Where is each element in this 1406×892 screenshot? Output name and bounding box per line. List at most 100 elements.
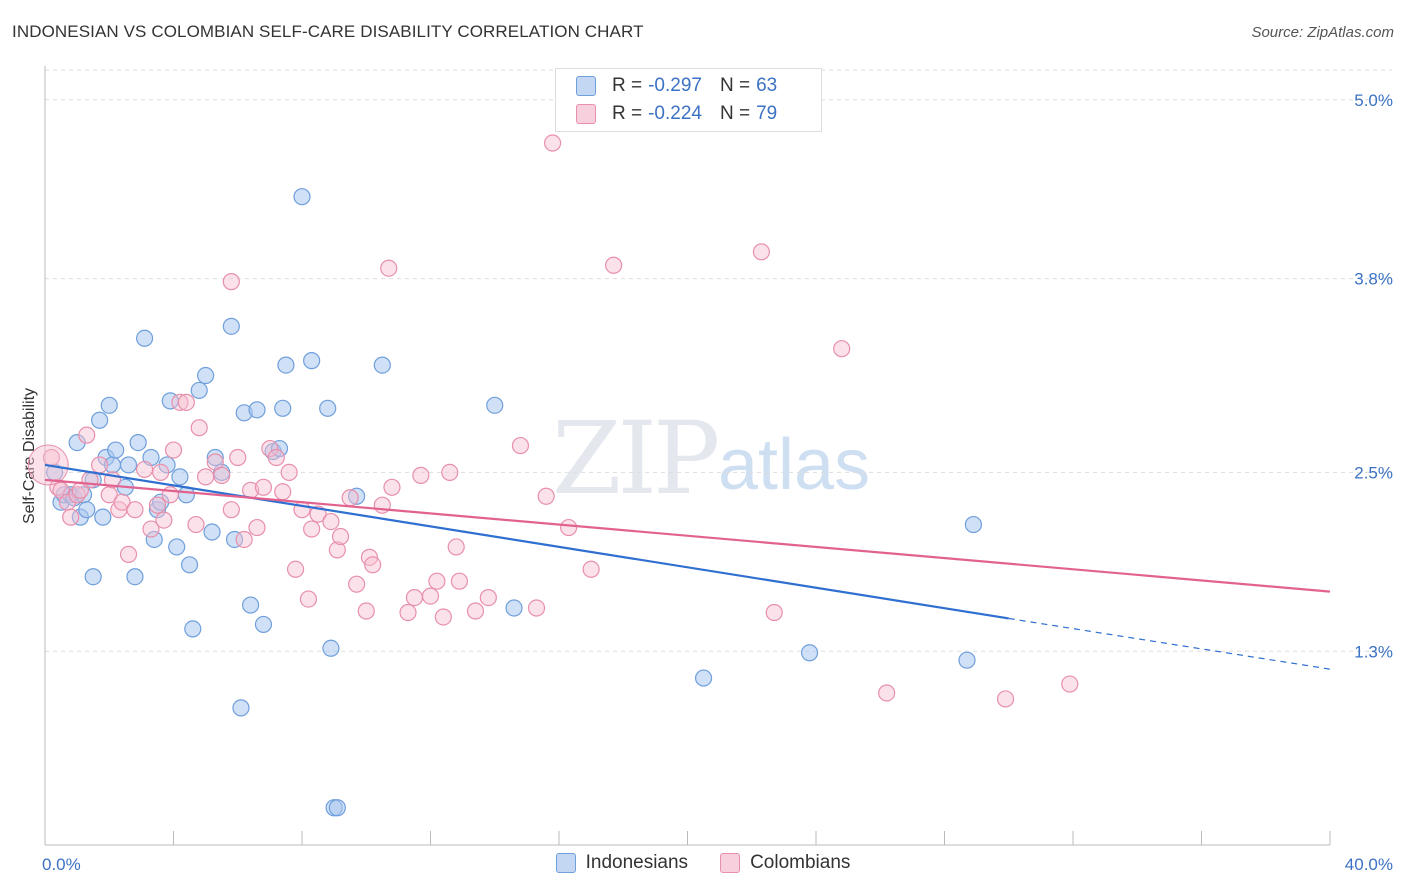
y-tick-label: 3.8% [1354,270,1393,289]
colombian-point [511,436,530,455]
colombian-point [383,478,401,496]
colombian-point [752,243,770,261]
colombian-point [996,690,1015,708]
colombian-point [357,602,375,620]
r-value: -0.224 [648,103,702,124]
colombian-point [119,545,138,563]
indonesian-point [800,644,819,662]
colombian-point [1061,675,1079,693]
colombian-point [543,134,562,152]
y-tick-label: 5.0% [1354,91,1393,110]
colombian-point [833,340,851,358]
colombian-point [152,463,170,482]
colombian-point [280,463,298,482]
n-value: 79 [756,103,778,124]
colombian-point [412,466,430,484]
colombian-point [765,603,783,622]
colombian-point [113,493,131,511]
colombian-point [222,273,240,291]
colombian-point [582,560,600,578]
colombian-point [49,478,67,496]
legend-row-colombians: R = -0.224 N = 79 [576,103,777,125]
r-value: -0.297 [648,75,702,96]
indonesian-point [486,396,504,414]
colombian-point [229,448,247,467]
colombian-point [341,489,359,507]
n-value: 63 [756,75,778,96]
indonesian-point [303,352,321,370]
indonesian-point [277,356,295,374]
colombian-point [267,448,285,467]
indonesian-point [78,501,96,519]
colombian-point [450,572,469,590]
colombian-point [466,602,485,620]
colombian-point [171,393,189,411]
colombian-point [142,520,160,538]
indonesian-point [694,669,713,687]
colombians-swatch [576,104,596,124]
indonesian-point [168,538,186,556]
indonesian-point [270,439,289,458]
indonesian-point [319,399,337,417]
x-tick-label: 0.0% [42,855,81,874]
y-tick-label: 1.3% [1354,642,1393,661]
colombian-point [286,560,305,578]
colombian-point [148,496,167,514]
colombian-point [322,512,340,531]
colombian-point [213,466,231,484]
series-legend: Indonesians Colombians [0,852,1406,874]
colombian-point [81,471,99,489]
indonesian-point [119,456,138,474]
indonesian-point [94,508,112,526]
colombian-point [380,259,398,277]
indonesian-point [505,599,523,617]
indonesian-point [91,411,109,429]
colombian-point [261,439,279,458]
indonesian-point [248,401,266,419]
colombian-point [421,587,440,605]
indonesian-point [254,615,273,634]
colombian-point [328,541,346,559]
indonesian-point [222,317,240,335]
colombian-point [303,520,321,538]
colombian-point [428,572,446,590]
watermark-atlas: atlas [718,425,871,505]
colombian-point [479,588,497,607]
colombian-point [187,515,205,534]
colombians-swatch [720,853,741,873]
colombian-point [405,588,424,607]
legend-label: Indonesians [585,852,689,873]
colombian-point [434,608,452,626]
indonesian-point [958,651,976,669]
legend-item-indonesians[interactable]: Indonesians [555,852,689,874]
indonesian-point [242,596,260,614]
colombian-point [373,496,391,514]
colombian-point [78,426,96,444]
indonesian-point [232,699,250,717]
indonesian-point [100,396,118,414]
indonesians-swatch [576,76,596,96]
colombian-point [560,518,578,537]
colombian-point [399,603,417,622]
colombian-point [91,456,109,474]
colombian-point [222,501,240,519]
colombian-point [248,518,266,537]
colombian-point [235,530,253,549]
colombian-point [364,556,382,574]
indonesian-point [135,329,154,347]
r-label: R = [612,103,643,124]
colombian-point [441,463,459,482]
colombian-point [331,527,350,546]
n-label: N = [719,103,751,124]
colombian-point [135,460,154,479]
legend-item-colombians[interactable]: Colombians [720,852,850,874]
colombians-trend-line [44,478,1331,593]
indonesian-point [145,530,163,549]
indonesian-point [129,433,147,452]
source-label: Source: ZipAtlas.com [1251,24,1394,41]
chart-title: INDONESIAN VS COLOMBIAN SELF-CARE DISABI… [12,22,644,41]
colombian-point [878,684,896,702]
colombian-point [299,590,318,608]
colombian-point [527,599,546,617]
